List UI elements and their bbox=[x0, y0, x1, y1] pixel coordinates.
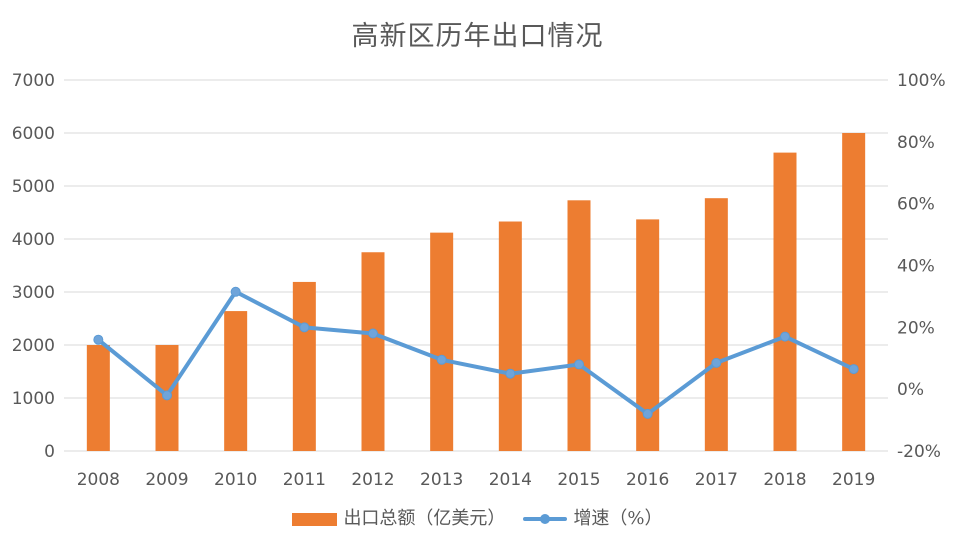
x-axis-tick-2013: 2013 bbox=[420, 470, 463, 490]
legend: 出口总额（亿美元） 增速（%） bbox=[0, 510, 955, 528]
x-axis-tick-2017: 2017 bbox=[695, 470, 738, 490]
legend-bar-swatch-icon bbox=[292, 512, 338, 526]
bar-2017 bbox=[704, 198, 728, 451]
line-marker-2016 bbox=[642, 408, 653, 419]
x-axis-tick-2011: 2011 bbox=[283, 470, 326, 490]
legend-item-growth: 增速（%） bbox=[523, 508, 663, 529]
bar-2019 bbox=[842, 133, 866, 451]
y-axis-right-tick: 80% bbox=[897, 133, 935, 153]
y-axis-left-tick: 6000 bbox=[12, 124, 55, 144]
x-axis-tick-2012: 2012 bbox=[351, 470, 394, 490]
x-axis-tick-2019: 2019 bbox=[832, 470, 875, 490]
y-axis-left-tick: 7000 bbox=[12, 71, 55, 91]
legend-line-marker-icon bbox=[540, 514, 551, 524]
line-marker-2015 bbox=[574, 359, 584, 370]
legend-line-swatch-icon bbox=[523, 514, 568, 524]
y-axis-right-tick: 100% bbox=[897, 71, 946, 91]
line-marker-2008 bbox=[93, 334, 104, 345]
bar-2008 bbox=[86, 345, 110, 451]
bar-2016 bbox=[636, 219, 660, 451]
y-axis-right-tick: -20% bbox=[897, 442, 941, 462]
y-axis-left-tick: 2000 bbox=[12, 336, 55, 356]
y-axis-left-tick: 1000 bbox=[12, 389, 55, 409]
y-axis-left-tick: 5000 bbox=[12, 177, 55, 197]
line-marker-2013 bbox=[436, 354, 447, 365]
legend-item-exports: 出口总额（亿美元） bbox=[292, 510, 505, 528]
bar-2013 bbox=[430, 232, 454, 451]
bar-2015 bbox=[567, 200, 591, 451]
line-marker-2019 bbox=[848, 364, 859, 375]
chart-title: 高新区历年出口情况 bbox=[351, 21, 604, 52]
x-axis-tick-2015: 2015 bbox=[557, 470, 600, 490]
x-axis-tick-2008: 2008 bbox=[77, 470, 120, 490]
bar-2010 bbox=[224, 311, 248, 451]
bar-2012 bbox=[361, 252, 385, 451]
legend-label-growth: 增速（%） bbox=[573, 508, 663, 529]
y-axis-left-tick: 0 bbox=[44, 442, 55, 462]
y-axis-right-tick: 20% bbox=[897, 318, 935, 338]
y-axis-right-tick: 60% bbox=[897, 195, 935, 215]
line-marker-2012 bbox=[368, 328, 378, 339]
x-axis-tick-2009: 2009 bbox=[145, 470, 188, 490]
line-marker-2014 bbox=[505, 368, 516, 379]
line-marker-2011 bbox=[299, 322, 310, 333]
bar-2011 bbox=[292, 281, 316, 451]
line-marker-2017 bbox=[711, 357, 722, 368]
y-axis-right-tick: 0% bbox=[897, 380, 924, 400]
bar-2014 bbox=[498, 221, 522, 451]
x-axis-tick-2010: 2010 bbox=[214, 470, 257, 490]
x-axis-tick-2014: 2014 bbox=[489, 470, 532, 490]
legend-label-exports: 出口总额（亿美元） bbox=[343, 508, 506, 529]
x-axis-tick-2016: 2016 bbox=[626, 470, 669, 490]
line-marker-2018 bbox=[780, 331, 790, 342]
line-marker-2010 bbox=[230, 286, 241, 297]
line-marker-2009 bbox=[162, 390, 172, 401]
y-axis-left-tick: 3000 bbox=[12, 283, 55, 303]
growth-line bbox=[96, 289, 856, 416]
x-axis-tick-2018: 2018 bbox=[763, 470, 806, 490]
bar-2018 bbox=[773, 152, 797, 452]
y-axis-right-tick: 40% bbox=[897, 256, 935, 276]
y-axis-left-tick: 4000 bbox=[12, 230, 55, 250]
